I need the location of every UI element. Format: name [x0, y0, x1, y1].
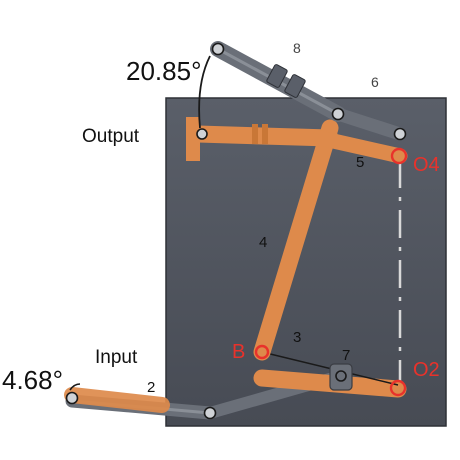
link-2-orange — [64, 387, 170, 413]
pivot-o2-circle — [389, 379, 407, 397]
link-3-label: 3 — [293, 329, 301, 346]
output-angle-label: 20.85° — [126, 56, 201, 86]
pivot-joints — [65, 42, 407, 420]
link-5-label: 5 — [356, 154, 364, 171]
link-7-label: 7 — [342, 347, 350, 364]
link-4-label: 4 — [259, 234, 267, 251]
pivot-b-circle — [254, 344, 270, 360]
link-5-orange — [312, 130, 408, 164]
red-pivots — [254, 147, 408, 397]
pivot-b-label: B — [232, 341, 245, 363]
pivot-o4-label: O4 — [413, 154, 440, 176]
input-angle-arc — [69, 383, 81, 391]
link-6-label: 6 — [371, 74, 379, 90]
pivot-o2-label: O2 — [413, 359, 440, 381]
output-label: Output — [82, 126, 140, 147]
link-8-label: 8 — [293, 40, 301, 56]
link-2-label: 2 — [147, 379, 155, 396]
input-angle-label: 4.68° — [2, 365, 63, 395]
link-6-grey — [331, 107, 407, 141]
output-link-orange — [186, 117, 339, 161]
pivot-o4-circle — [390, 147, 408, 165]
input-label: Input — [95, 347, 138, 368]
link-7-grey — [329, 363, 353, 391]
output-angle-arc — [198, 55, 211, 129]
link-4-orange — [253, 119, 339, 361]
link-8-grey — [210, 41, 346, 122]
